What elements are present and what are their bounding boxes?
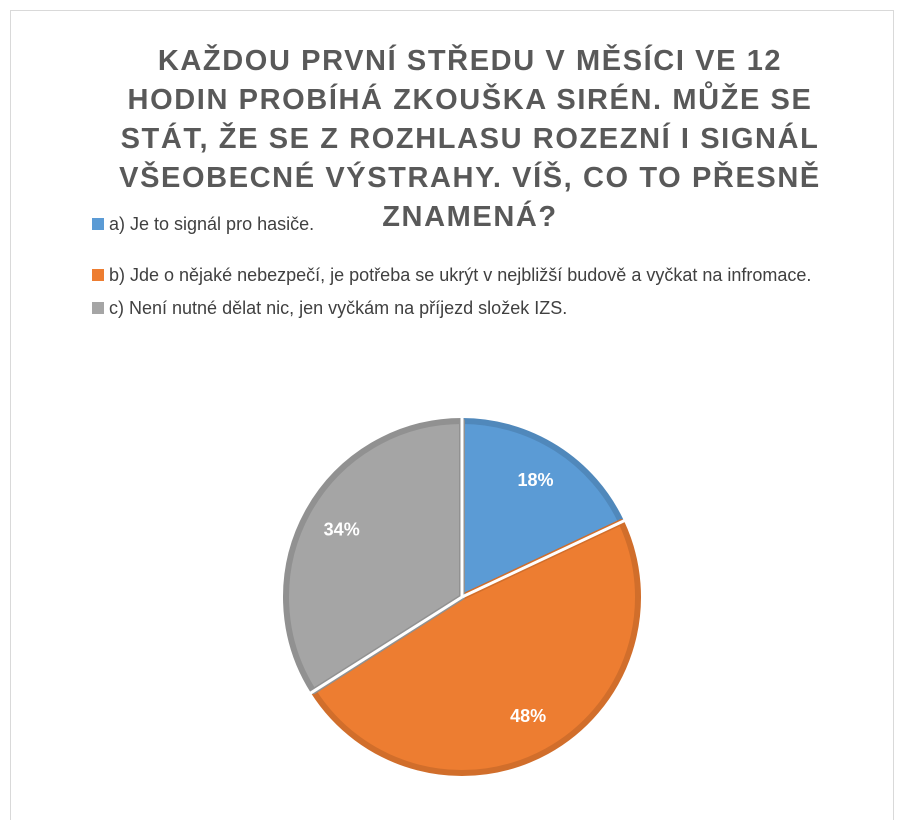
data-label: 48% [510, 706, 546, 726]
slice-separator [309, 595, 463, 695]
legend-entry: c) Není nutné dělat nic, jen vyčkám na p… [92, 294, 862, 323]
data-label: 34% [324, 520, 360, 540]
legend-entry: b) Jde o nějaké nebezpečí, je potřeba se… [92, 261, 862, 290]
slice-separator [461, 519, 626, 599]
chart-frame [10, 10, 894, 820]
legend-swatch [92, 302, 104, 314]
legend-label: b) Jde o nějaké nebezpečí, je potřeba se… [109, 265, 812, 285]
legend-swatch [92, 269, 104, 281]
legend-entry: a) Je to signál pro hasiče. [92, 210, 862, 239]
pie-slice [310, 519, 641, 776]
legend: a) Je to signál pro hasiče. b) Jde o něja… [92, 210, 862, 323]
legend-swatch [92, 218, 104, 230]
legend-label: c) Není nutné dělat nic, jen vyčkám na p… [109, 298, 568, 318]
pie-slice [459, 418, 625, 600]
data-label: 18% [518, 470, 554, 490]
legend-label: a) Je to signál pro hasiče. [109, 214, 315, 234]
chart-title: KAŽDOU PRVNÍ STŘEDU V MĚSÍCI VE 12 HODIN… [119, 45, 821, 233]
